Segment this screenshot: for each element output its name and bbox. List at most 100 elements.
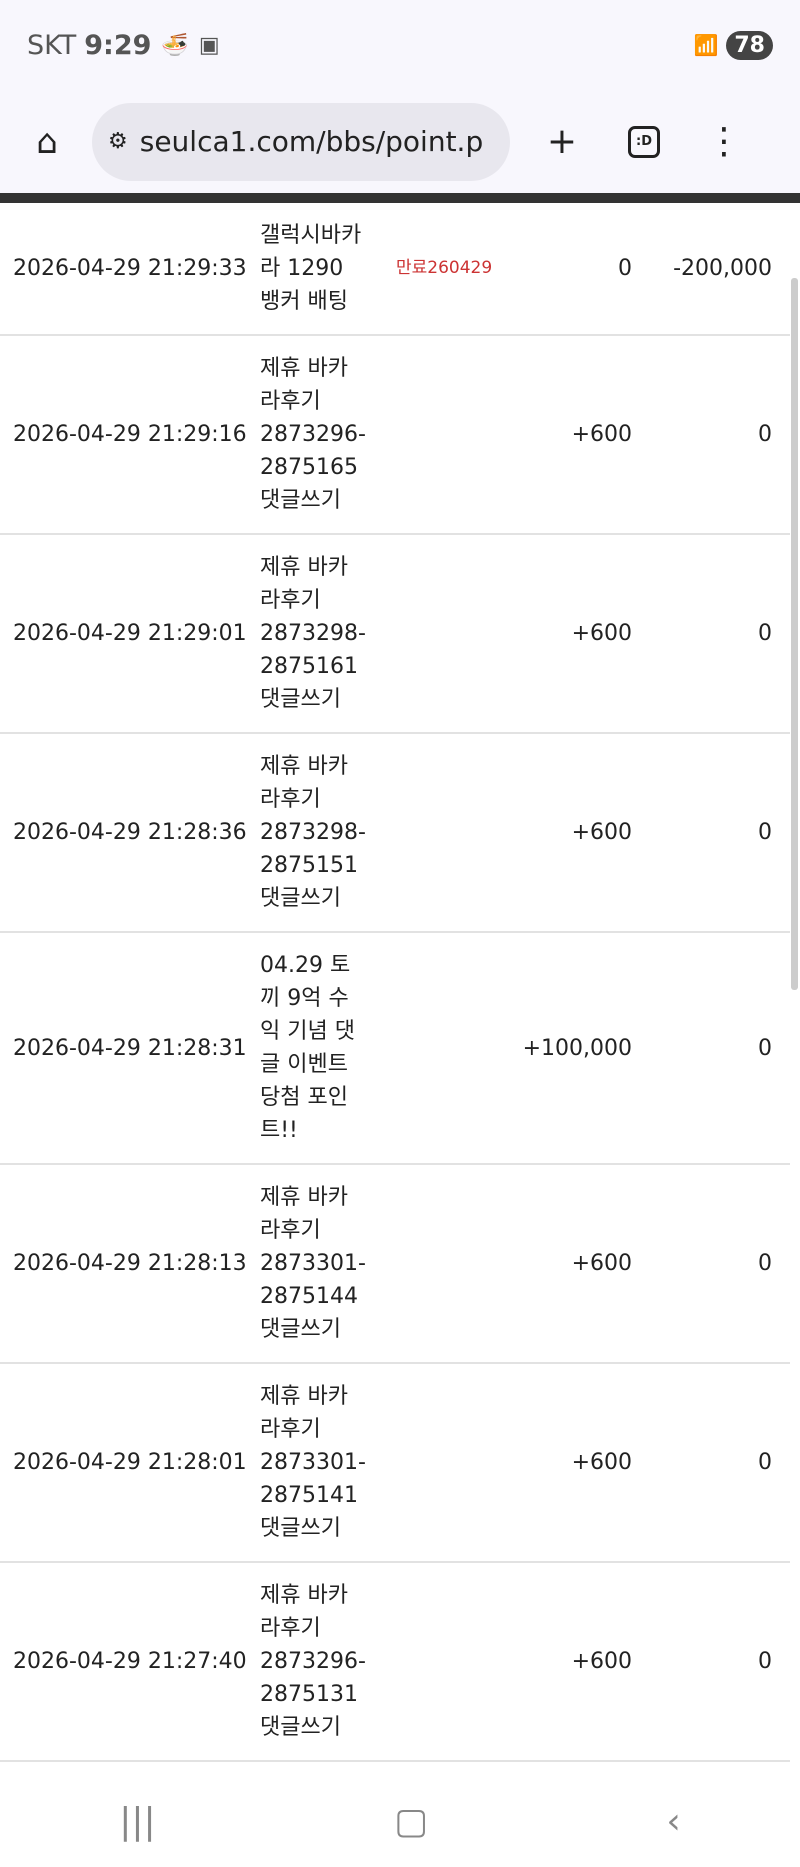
content-line: 글 이벤트 [260,1052,348,1077]
wifi-icon: 📶 [693,33,719,57]
content-line: 2873301- [260,1251,366,1276]
points-cell: 0 [618,256,632,281]
balance-cell: 0 [758,621,772,646]
battery-indicator: 78 [726,30,773,60]
content-line: 댓글쓰기 [260,687,341,712]
content-line: 제휴 바카 [260,754,348,779]
tab-switcher-button[interactable]: :D [628,125,660,158]
table-row: 2026-04-29 21:28:36 제휴 바카 라후기 2873298- 28751… [0,734,790,933]
address-bar[interactable]: ⚙ seulca1.com/bbs/point.p [92,102,510,181]
content-line: 라후기 [260,389,321,414]
content-line: 갤럭시바카 [260,223,362,248]
date-cell: 2026-04-29 21:28:01 [13,1450,247,1475]
date-cell: 2026-04-29 21:28:31 [13,1035,247,1061]
content-line: 댓글쓰기 [260,886,341,911]
content-line: 라후기 [260,787,321,812]
balance-cell: 0 [758,1251,772,1276]
content-line: 제휴 바카 [260,1384,348,1409]
content-line: 익 기념 댓 [260,1019,355,1044]
date-cell: 2026-04-29 21:29:16 [13,422,247,447]
site-settings-icon[interactable]: ⚙ [108,129,128,154]
recent-apps-icon[interactable]: ||| [119,1800,156,1842]
content-line: 라후기 [260,1417,321,1442]
content-line: 2875161 [260,654,358,679]
system-nav-bar: ||| ▢ ‹ [0,1775,800,1867]
content-cell: 제휴 바카 라후기 2873298- 2875151 댓글쓰기 [260,750,396,915]
content-line: 2875141 [260,1483,358,1508]
date-cell: 2026-04-29 21:28:36 [13,820,247,845]
balance-cell: 0 [758,1649,772,1674]
content-line: 제휴 바카 [260,555,348,580]
content-line: 댓글쓰기 [260,488,341,513]
back-icon[interactable]: ‹ [666,1800,681,1842]
content-line: 2875144 [260,1284,358,1309]
content-line: 04.29 토 [260,953,351,978]
content-line: 2875165 [260,455,358,480]
points-cell: +600 [571,1251,632,1276]
content-line: 댓글쓰기 [260,1317,341,1342]
content-line: 제휴 바카 [260,356,348,381]
content-line: 라후기 [260,1218,321,1243]
content-line: 라후기 [260,1616,321,1641]
content-line: 라후기 [260,588,321,613]
status-bar: SKT 9:29 🍜 ▣ 📶 78 [0,0,800,90]
home-button-icon[interactable]: ▢ [393,1800,428,1842]
content-line: 제휴 바카 [260,1185,348,1210]
content-line: 2875131 [260,1682,358,1707]
balance-cell: 0 [758,422,772,447]
date-cell: 2026-04-29 21:29:01 [13,621,247,646]
notification-icon: 🍜 [161,32,189,58]
balance-cell: 0 [758,1035,772,1061]
content-line: 라 1290 [260,256,344,281]
balance-cell: 0 [758,820,772,845]
clock: 9:29 [84,29,152,61]
url-text: seulca1.com/bbs/point.p [139,125,484,158]
date-cell: 2026-04-29 21:29:33 [13,256,247,281]
home-icon[interactable]: ⌂ [36,121,58,162]
content-line: 제휴 바카 [260,1583,348,1608]
content-line: 2873298- [260,621,366,646]
content-line: 2873296- [260,1649,366,1674]
content-line: 2873301- [260,1450,366,1475]
expire-cell: 만료260429 [396,258,493,278]
new-tab-button[interactable]: + [546,121,578,162]
menu-button[interactable]: ⋮ [706,121,742,162]
points-cell: +600 [571,820,632,845]
points-cell: +600 [571,1649,632,1674]
scrollbar[interactable] [791,278,798,990]
points-cell: +600 [571,422,632,447]
points-cell: +600 [571,1450,632,1475]
content-line: 댓글쓰기 [260,1715,341,1740]
voicemail-icon: ▣ [198,32,220,58]
content-line: 끼 9억 수 [260,986,349,1011]
content-line: 2873298- [260,820,366,845]
content-line: 댓글쓰기 [260,1516,341,1541]
points-cell: +600 [571,621,632,646]
content-line: 당첨 포인 [260,1085,348,1110]
balance-cell: -200,000 [673,256,772,281]
content-line: 뱅커 배팅 [260,289,348,314]
content-line: 2873296- [260,422,366,447]
carrier: SKT [27,29,77,61]
date-cell: 2026-04-29 21:27:40 [13,1649,247,1674]
balance-cell: 0 [758,1450,772,1475]
table-header [0,193,800,203]
date-cell: 2026-04-29 21:28:13 [13,1251,247,1276]
points-cell: +100,000 [522,1035,632,1061]
content-line: 트!! [260,1118,298,1143]
browser-toolbar: ⌂ ⚙ seulca1.com/bbs/point.p + :D ⋮ [0,90,800,193]
